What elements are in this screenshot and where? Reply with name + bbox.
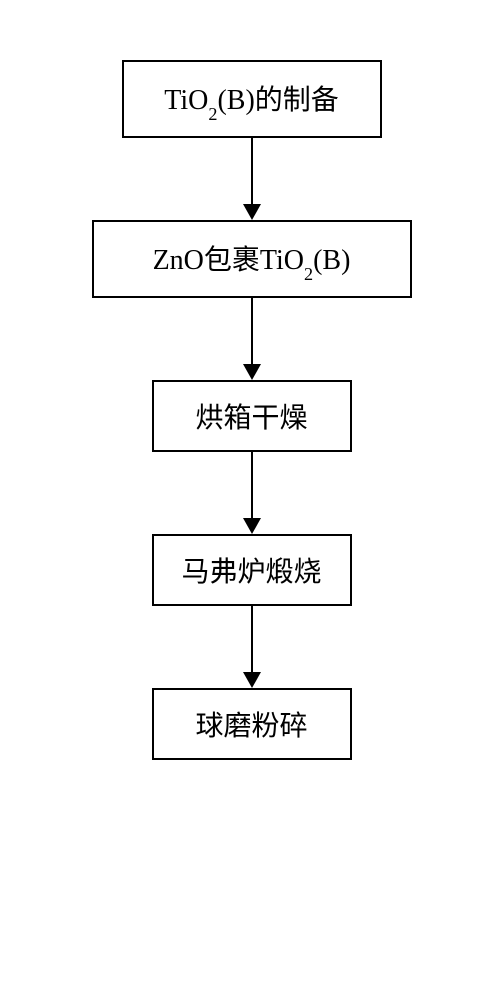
arrow-line [251,138,253,204]
arrow-line [251,298,253,364]
flowchart-node-5: 球磨粉碎 [152,688,352,760]
node-label: 马弗炉煅烧 [181,550,321,590]
node-label: 球磨粉碎 [195,704,307,744]
node-label: 烘箱干燥 [195,396,307,436]
flowchart-node-1: TiO2(B)的制备 [122,60,382,138]
flowchart-arrow-2 [243,298,261,380]
flowchart-arrow-3 [243,452,261,534]
node-label: ZnO包裹TiO2(B) [153,238,351,281]
arrow-head-icon [243,672,261,688]
node-label: TiO2(B)的制备 [164,78,339,121]
flowchart-container: TiO2(B)的制备 ZnO包裹TiO2(B) 烘箱干燥 马弗炉煅烧 球磨粉碎 [92,60,412,760]
flowchart-node-4: 马弗炉煅烧 [152,534,352,606]
arrow-head-icon [243,204,261,220]
arrow-head-icon [243,518,261,534]
flowchart-node-2: ZnO包裹TiO2(B) [92,220,412,298]
arrow-head-icon [243,364,261,380]
flowchart-arrow-1 [243,138,261,220]
arrow-line [251,452,253,518]
flowchart-node-3: 烘箱干燥 [152,380,352,452]
flowchart-arrow-4 [243,606,261,688]
arrow-line [251,606,253,672]
